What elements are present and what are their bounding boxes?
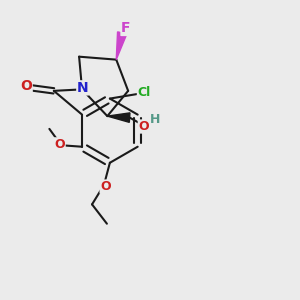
Text: O: O xyxy=(20,80,32,93)
Text: F: F xyxy=(121,21,130,35)
Text: O: O xyxy=(100,180,111,193)
Polygon shape xyxy=(107,113,130,122)
Text: H: H xyxy=(150,113,161,126)
Text: O: O xyxy=(55,138,65,151)
Text: O: O xyxy=(138,120,149,133)
Text: N: N xyxy=(77,81,88,95)
Text: Cl: Cl xyxy=(137,86,151,99)
Polygon shape xyxy=(116,32,127,60)
